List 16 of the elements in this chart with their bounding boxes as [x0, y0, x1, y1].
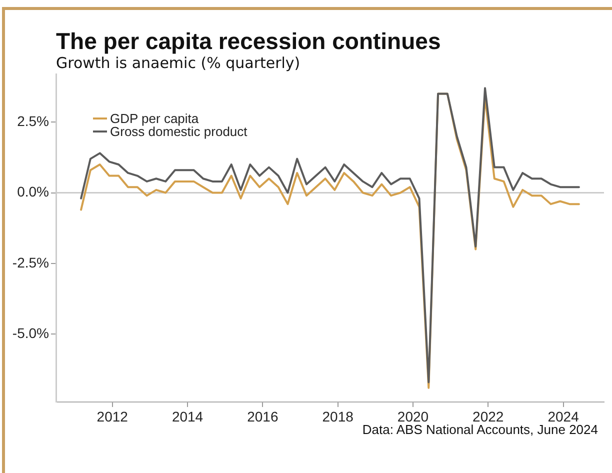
- x-tick-label: 2012: [96, 408, 128, 424]
- x-tick-label: 2016: [247, 408, 278, 424]
- x-tick-label: 2018: [322, 408, 354, 424]
- legend-label: GDP per capita: [110, 111, 200, 126]
- text: Data: ABS National Accounts, June 2024: [362, 422, 598, 437]
- chart-subtitle: Growth is anaemic (% quarterly): [56, 54, 300, 72]
- y-tick-label: -2.5%: [12, 254, 49, 270]
- x-tick-label: 2014: [172, 408, 204, 424]
- chart-title: The per capita recession continues: [56, 28, 441, 55]
- y-tick-label: -5.0%: [12, 324, 49, 341]
- y-tick-label: 0.0%: [17, 184, 49, 200]
- x-tick-label: 2022: [472, 408, 504, 424]
- y-tick-label: 2.5%: [17, 112, 49, 129]
- x-tick-label: 2024: [548, 408, 580, 424]
- x-tick-label: 2020: [397, 408, 429, 424]
- legend-label: Gross domestic product: [110, 124, 248, 140]
